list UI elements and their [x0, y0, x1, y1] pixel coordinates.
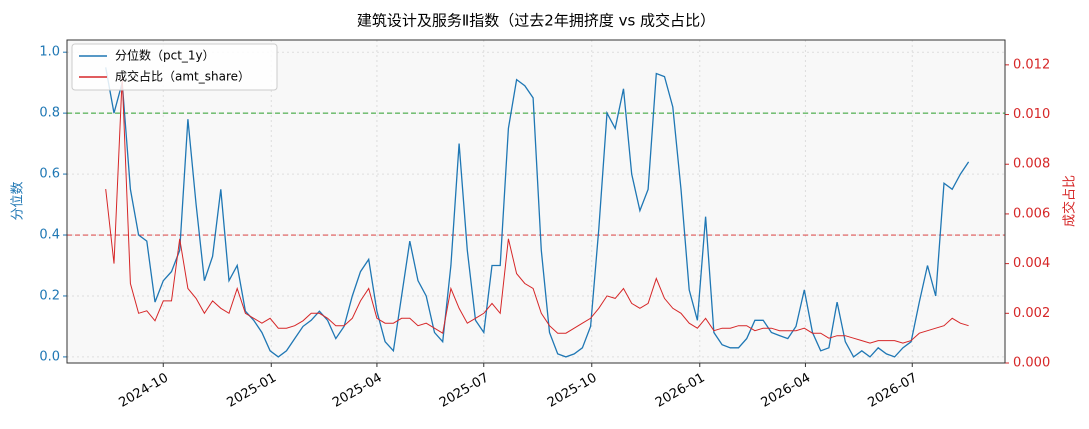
x-tick-label: 2026-07 [865, 371, 920, 411]
x-tick-label: 2025-01 [224, 371, 279, 411]
y2-tick-label: 0.002 [1013, 306, 1050, 321]
y-tick-label: 0.8 [39, 106, 60, 121]
y-axis-label: 分位数 [11, 181, 26, 220]
y2-tick-label: 0.004 [1013, 256, 1050, 271]
y-tick-label: 0.2 [39, 288, 60, 303]
y2-tick-label: 0.000 [1013, 356, 1050, 371]
y-tick-label: 1.0 [39, 45, 60, 60]
legend: 分位数（pct_1y） 成交占比（amt_share） [71, 43, 278, 91]
y2-tick-label: 0.006 [1013, 206, 1050, 221]
chart-title: 建筑设计及服务Ⅱ指数（过去2年拥挤度 vs 成交占比） [357, 12, 715, 30]
plot-frame [66, 39, 1006, 364]
x-tick-label: 2025-07 [437, 371, 492, 411]
x-tick-label: 2026-01 [653, 371, 708, 411]
y2-tick-label: 0.008 [1013, 157, 1050, 172]
x-tick-label: 2025-04 [330, 371, 385, 411]
legend-box [71, 43, 278, 91]
y-tick-label: 0.6 [39, 167, 60, 182]
y-tick-label: 0.0 [39, 349, 60, 364]
y2-tick-label: 0.010 [1013, 107, 1050, 122]
x-tick-label: 2025-10 [545, 371, 600, 411]
series-line [105, 77, 969, 344]
legend-label: 分位数（pct_1y） [115, 48, 215, 63]
x-tick-label: 2024-10 [116, 371, 171, 411]
y2-axis-label: 成交占比 [1062, 175, 1078, 227]
legend-label: 成交占比（amt_share） [115, 69, 250, 84]
y-tick-label: 0.4 [39, 228, 60, 243]
x-tick-label: 2026-04 [759, 371, 814, 411]
y2-tick-label: 0.012 [1013, 57, 1050, 72]
plot-area [67, 40, 1005, 363]
